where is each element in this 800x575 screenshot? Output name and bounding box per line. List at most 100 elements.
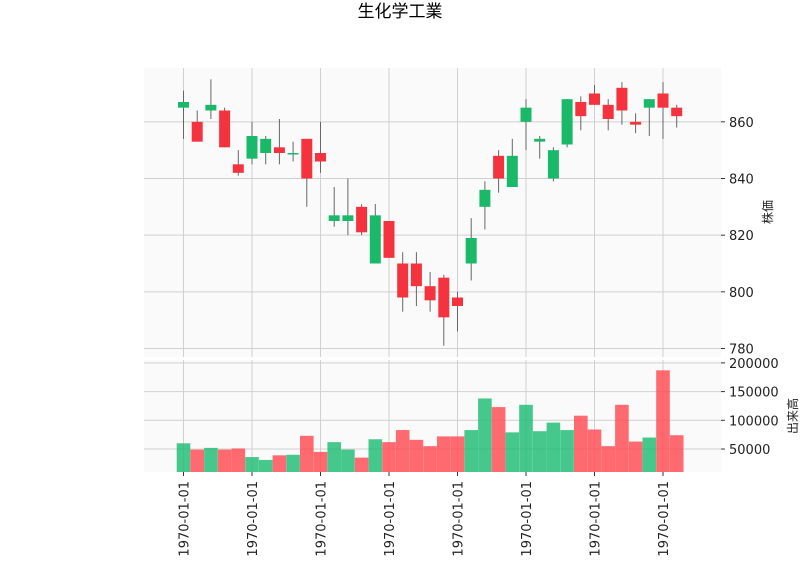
volume-bar	[423, 446, 437, 472]
volume-bar	[437, 436, 451, 472]
candle-body	[246, 136, 258, 159]
candle-body	[643, 99, 655, 108]
volume-bar	[245, 457, 259, 472]
volume-bar	[615, 404, 629, 472]
volume-axis-label: 出来高	[785, 398, 800, 434]
volume-bar	[272, 455, 287, 472]
candle-body	[671, 107, 683, 117]
candle-body	[410, 263, 422, 287]
volume-bar	[313, 451, 328, 472]
volume-bar	[656, 370, 670, 472]
volume-bar	[519, 404, 533, 472]
candle-body	[219, 110, 231, 148]
volume-bar	[642, 437, 657, 472]
price-tick-label: 780	[729, 343, 754, 358]
candle-body	[342, 215, 354, 221]
volume-bar	[176, 443, 191, 472]
x-tick-label: 1970-01-01	[589, 481, 604, 557]
candle-body	[561, 99, 573, 145]
candle-body	[424, 286, 436, 301]
volume-bar	[395, 430, 410, 472]
volume-y-axis: 50000 100000 150000 200000	[721, 357, 779, 458]
candle-body	[369, 215, 381, 264]
x-tick-label: 1970-01-01	[383, 481, 398, 557]
x-tick-label: 1970-01-01	[520, 481, 535, 557]
volume-bar	[546, 422, 561, 472]
volume-bar	[368, 439, 383, 472]
candle-body	[287, 153, 299, 155]
x-tick-label: 1970-01-01	[315, 481, 330, 557]
volume-bar	[601, 446, 615, 472]
x-tick-label: 1970-01-01	[452, 481, 467, 557]
volume-bar	[327, 442, 341, 472]
volume-tick-label: 100000	[729, 414, 779, 429]
volume-bar	[300, 435, 314, 472]
x-tick-label: 1970-01-01	[178, 481, 193, 557]
volume-bar	[382, 442, 396, 472]
price-candles	[178, 79, 683, 346]
volume-bar	[464, 430, 478, 472]
volume-bar	[204, 447, 218, 472]
candle-body	[575, 102, 587, 117]
volume-bar	[450, 436, 465, 472]
candle-body	[356, 206, 368, 233]
volume-bar	[628, 441, 643, 472]
chart-title: 生化学工業	[358, 2, 443, 22]
volume-tick-label: 50000	[729, 443, 770, 458]
candle-body	[260, 138, 272, 153]
x-tick-label: 1970-01-01	[657, 481, 672, 557]
volume-bars	[176, 370, 684, 472]
candle-body	[506, 155, 518, 187]
candle-body	[602, 104, 614, 119]
candle-body	[616, 87, 628, 111]
volume-bar	[286, 454, 300, 472]
candle-body	[657, 93, 669, 108]
candle-body	[547, 150, 559, 179]
volume-bar	[354, 457, 369, 472]
candle-body	[397, 263, 409, 298]
volume-bar	[409, 439, 424, 472]
candle-body	[534, 138, 546, 142]
price-tick-label: 860	[729, 116, 754, 131]
candle-body	[383, 221, 395, 258]
x-axis: 1970-01-01 1970-01-01 1970-01-01 1970-01-01…	[178, 472, 672, 557]
candle-body	[328, 215, 340, 221]
candle-body	[438, 277, 450, 318]
volume-bar	[574, 415, 588, 472]
price-tick-label: 800	[729, 286, 754, 301]
volume-bar	[190, 449, 204, 472]
candle-body	[315, 153, 326, 162]
price-tick-label: 820	[729, 229, 754, 244]
price-y-axis: 780 800 820 840 860	[721, 116, 754, 358]
candle-body	[191, 121, 203, 142]
candle-body	[232, 164, 244, 173]
candle-body	[520, 107, 532, 122]
candle-body	[493, 155, 505, 179]
volume-bar	[669, 435, 684, 472]
candle-body	[301, 138, 313, 179]
volume-tick-label: 200000	[729, 357, 779, 372]
candle-body	[589, 93, 600, 105]
price-axis-label: 株価	[760, 200, 775, 224]
volume-tick-label: 150000	[729, 386, 779, 401]
x-tick-label: 1970-01-01	[246, 481, 261, 557]
price-tick-label: 840	[729, 173, 754, 188]
price-panel-background	[144, 68, 721, 357]
volume-bar	[560, 430, 574, 472]
volume-bar	[587, 429, 602, 472]
volume-bar	[258, 459, 273, 472]
volume-bar	[491, 407, 506, 472]
candle-body	[479, 189, 491, 207]
volume-bar	[217, 449, 232, 472]
candle-body	[465, 238, 477, 264]
volume-bar	[341, 449, 355, 472]
volume-bar	[505, 432, 520, 472]
candle-body	[630, 121, 642, 125]
candle-body	[452, 297, 463, 306]
volume-bar	[231, 448, 246, 472]
candle-body	[273, 147, 285, 153]
candle-body	[205, 104, 217, 111]
volume-bar	[532, 431, 547, 472]
volume-bar	[478, 398, 492, 472]
